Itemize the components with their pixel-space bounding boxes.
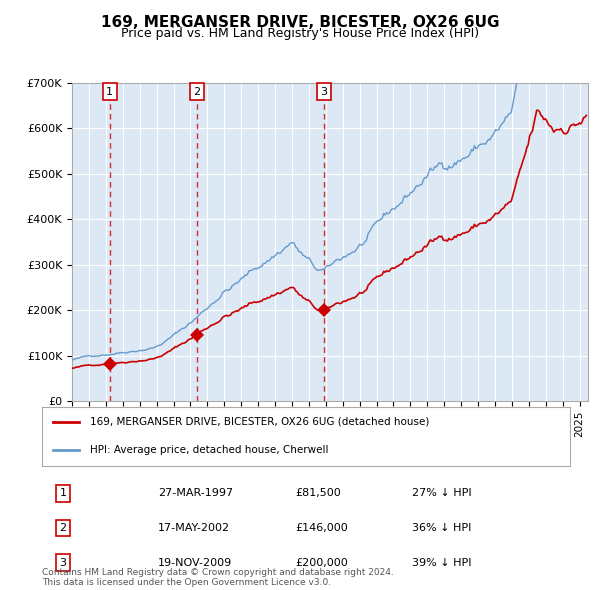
Text: Contains HM Land Registry data © Crown copyright and database right 2024.
This d: Contains HM Land Registry data © Crown c… — [42, 568, 394, 587]
Text: 17-MAY-2002: 17-MAY-2002 — [158, 523, 230, 533]
Text: 39% ↓ HPI: 39% ↓ HPI — [412, 558, 471, 568]
Text: £81,500: £81,500 — [295, 489, 341, 499]
Text: 1: 1 — [59, 489, 67, 499]
Text: 19-NOV-2009: 19-NOV-2009 — [158, 558, 232, 568]
Text: 3: 3 — [320, 87, 327, 97]
Text: 27-MAR-1997: 27-MAR-1997 — [158, 489, 233, 499]
Text: £200,000: £200,000 — [295, 558, 348, 568]
Text: Price paid vs. HM Land Registry's House Price Index (HPI): Price paid vs. HM Land Registry's House … — [121, 27, 479, 40]
Text: 169, MERGANSER DRIVE, BICESTER, OX26 6UG: 169, MERGANSER DRIVE, BICESTER, OX26 6UG — [101, 15, 499, 30]
Text: 3: 3 — [59, 558, 67, 568]
Text: 2: 2 — [59, 523, 67, 533]
Text: 2: 2 — [193, 87, 200, 97]
Text: 27% ↓ HPI: 27% ↓ HPI — [412, 489, 471, 499]
Text: 36% ↓ HPI: 36% ↓ HPI — [412, 523, 471, 533]
Text: 169, MERGANSER DRIVE, BICESTER, OX26 6UG (detached house): 169, MERGANSER DRIVE, BICESTER, OX26 6UG… — [89, 417, 429, 427]
Text: £146,000: £146,000 — [295, 523, 348, 533]
Text: 1: 1 — [106, 87, 113, 97]
Text: HPI: Average price, detached house, Cherwell: HPI: Average price, detached house, Cher… — [89, 445, 328, 454]
